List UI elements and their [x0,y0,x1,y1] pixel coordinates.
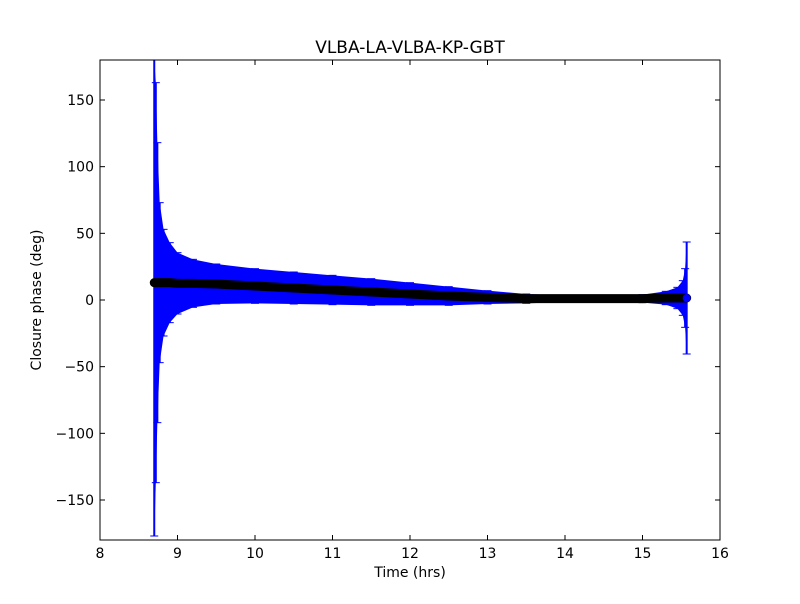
x-tick-label: 11 [324,546,342,562]
chart-title: VLBA-LA-VLBA-KP-GBT [315,38,505,58]
data-point [444,292,453,300]
last-data-point [682,294,691,302]
y-tick-label: −100 [56,426,94,442]
x-tick-label: 8 [96,546,105,562]
plot-marks [149,59,692,537]
y-tick-label: 100 [67,160,94,176]
y-axis-label: Closure phase (deg) [29,230,45,371]
data-point [289,284,298,292]
data-point [561,294,569,303]
data-point [165,278,174,287]
data-point [367,288,376,296]
y-tick-label: 0 [85,293,94,309]
y-tick-label: 150 [67,93,94,109]
data-point [189,279,197,288]
data-point [212,280,221,288]
data-point [159,278,168,287]
x-tick-label: 16 [711,546,729,562]
data-point [406,290,414,298]
x-tick-label: 15 [634,546,652,562]
x-tick-label: 12 [401,546,419,562]
x-tick-label: 9 [173,546,182,562]
x-tick-label: 14 [556,546,574,562]
data-point [661,294,670,302]
data-point [173,279,182,288]
data-point [251,282,259,290]
data-point [483,293,492,302]
y-tick-label: −150 [56,493,94,509]
data-point [522,294,531,303]
data-point [599,294,608,303]
x-tick-label: 13 [479,546,497,562]
ticks: 8 9 10 11 12 13 14 15 16 −150 −100 −50 0 50 100 150 [56,60,729,562]
data-point [328,286,337,294]
data-point [638,294,647,303]
y-tick-label: −50 [64,360,94,376]
x-tick-label: 10 [246,546,264,562]
y-tick-label: 50 [76,226,94,242]
x-axis-label: Time (hrs) [373,565,446,581]
